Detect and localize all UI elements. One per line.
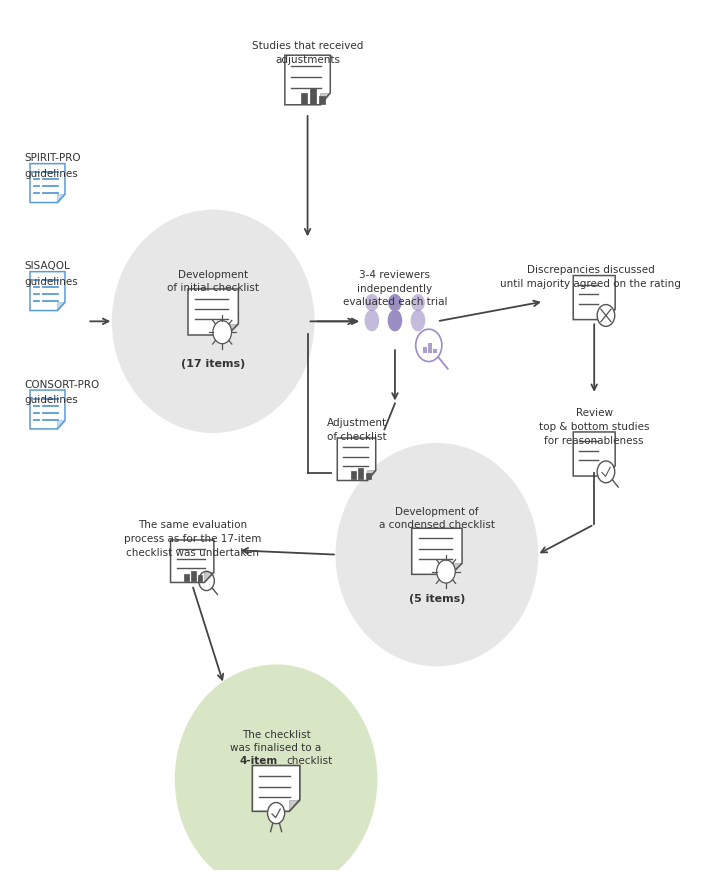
Text: a condensed checklist: a condensed checklist xyxy=(379,520,495,530)
Circle shape xyxy=(597,305,615,327)
Polygon shape xyxy=(205,573,214,583)
Polygon shape xyxy=(57,195,65,203)
Text: independently: independently xyxy=(357,283,433,293)
Ellipse shape xyxy=(175,665,377,877)
Polygon shape xyxy=(30,165,65,203)
Circle shape xyxy=(365,295,379,312)
Text: of initial checklist: of initial checklist xyxy=(167,282,260,292)
Text: for reasonableness: for reasonableness xyxy=(545,435,644,446)
Text: Development of: Development of xyxy=(395,507,478,517)
Text: Studies that received: Studies that received xyxy=(252,41,363,51)
Ellipse shape xyxy=(411,310,426,332)
Text: was finalised to a: was finalised to a xyxy=(230,743,322,752)
Text: The same evaluation: The same evaluation xyxy=(138,520,247,530)
Polygon shape xyxy=(337,438,376,481)
Text: Adjustment: Adjustment xyxy=(327,418,386,428)
Polygon shape xyxy=(573,276,615,320)
Polygon shape xyxy=(451,564,462,574)
Text: 3-4 reviewers: 3-4 reviewers xyxy=(359,269,431,280)
Text: top & bottom studies: top & bottom studies xyxy=(539,422,650,431)
Polygon shape xyxy=(57,303,65,311)
Circle shape xyxy=(213,321,232,345)
Text: SISAQOL: SISAQOL xyxy=(24,260,70,271)
Text: Discrepancies discussed: Discrepancies discussed xyxy=(527,265,655,275)
Text: adjustments: adjustments xyxy=(275,54,340,65)
Ellipse shape xyxy=(336,444,538,667)
Ellipse shape xyxy=(112,210,314,433)
Text: SPIRIT-PRO: SPIRIT-PRO xyxy=(24,153,81,163)
Circle shape xyxy=(388,295,402,312)
Polygon shape xyxy=(367,471,376,481)
Text: evaluated each trial: evaluated each trial xyxy=(343,297,447,307)
Bar xyxy=(366,474,371,480)
Text: until majority agreed on the rating: until majority agreed on the rating xyxy=(501,279,681,289)
Polygon shape xyxy=(284,56,330,105)
Polygon shape xyxy=(606,466,615,476)
Text: checklist: checklist xyxy=(287,755,333,766)
Bar xyxy=(424,347,428,353)
Circle shape xyxy=(597,461,615,483)
Polygon shape xyxy=(188,289,238,336)
Polygon shape xyxy=(170,540,214,583)
Circle shape xyxy=(436,560,456,583)
Text: guidelines: guidelines xyxy=(24,168,78,179)
Bar xyxy=(433,349,437,353)
Bar xyxy=(302,94,307,105)
Text: of checklist: of checklist xyxy=(327,431,386,442)
Text: guidelines: guidelines xyxy=(24,276,78,287)
Bar xyxy=(191,571,195,581)
Polygon shape xyxy=(573,432,615,476)
Ellipse shape xyxy=(388,310,402,332)
Bar xyxy=(310,89,316,105)
Text: checklist was undertaken: checklist was undertaken xyxy=(125,547,259,558)
Text: guidelines: guidelines xyxy=(24,395,78,404)
Bar xyxy=(184,574,189,581)
Polygon shape xyxy=(289,800,300,811)
Text: process as for the 17-item: process as for the 17-item xyxy=(123,533,261,544)
Bar xyxy=(351,472,356,480)
Text: 4-item: 4-item xyxy=(240,755,278,766)
Bar xyxy=(198,575,202,581)
Polygon shape xyxy=(252,766,300,811)
Polygon shape xyxy=(227,324,238,336)
Circle shape xyxy=(416,330,442,362)
Text: Development: Development xyxy=(178,269,248,280)
Polygon shape xyxy=(411,529,462,574)
Polygon shape xyxy=(606,310,615,320)
Bar xyxy=(319,96,325,105)
Text: Review: Review xyxy=(575,408,612,417)
Bar xyxy=(359,468,364,480)
Text: CONSORT-PRO: CONSORT-PRO xyxy=(24,379,100,389)
Polygon shape xyxy=(30,390,65,430)
Text: (5 items): (5 items) xyxy=(409,593,465,603)
Ellipse shape xyxy=(364,310,379,332)
Polygon shape xyxy=(30,273,65,311)
Circle shape xyxy=(411,295,425,312)
Polygon shape xyxy=(57,421,65,430)
Circle shape xyxy=(267,802,284,824)
Text: The checklist: The checklist xyxy=(242,730,310,739)
Text: (17 items): (17 items) xyxy=(181,359,245,368)
Bar xyxy=(428,344,432,353)
Polygon shape xyxy=(320,94,330,105)
